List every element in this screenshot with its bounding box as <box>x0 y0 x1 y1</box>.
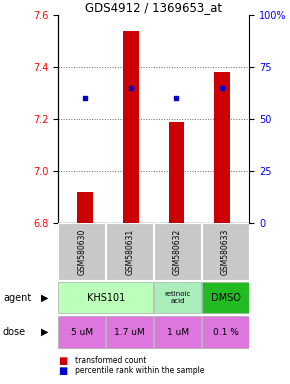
Text: GSM580631: GSM580631 <box>125 228 134 275</box>
Text: GSM580633: GSM580633 <box>221 228 230 275</box>
Bar <box>168 122 184 223</box>
Title: GDS4912 / 1369653_at: GDS4912 / 1369653_at <box>85 1 222 14</box>
Bar <box>59 223 105 280</box>
Text: 5 uM: 5 uM <box>71 328 93 337</box>
Text: agent: agent <box>3 293 31 303</box>
Text: 1.7 uM: 1.7 uM <box>114 328 145 337</box>
Bar <box>202 223 249 280</box>
Text: ■: ■ <box>58 366 67 376</box>
Text: ▶: ▶ <box>41 327 48 337</box>
Text: transformed count: transformed count <box>75 356 147 366</box>
Text: GSM580630: GSM580630 <box>77 228 86 275</box>
Text: DMSO: DMSO <box>211 293 240 303</box>
Bar <box>154 316 201 348</box>
Bar <box>154 282 201 313</box>
Bar <box>123 31 139 223</box>
Bar <box>214 73 230 223</box>
Text: 1 uM: 1 uM <box>166 328 189 337</box>
Bar <box>106 316 153 348</box>
Bar <box>106 223 153 280</box>
Text: ▶: ▶ <box>41 293 48 303</box>
Bar <box>154 223 201 280</box>
Text: retinoic
acid: retinoic acid <box>164 291 191 304</box>
Text: ■: ■ <box>58 356 67 366</box>
Text: 0.1 %: 0.1 % <box>213 328 238 337</box>
Text: percentile rank within the sample: percentile rank within the sample <box>75 366 205 375</box>
Bar <box>202 316 249 348</box>
Bar <box>77 192 93 223</box>
Bar <box>59 316 105 348</box>
Text: dose: dose <box>3 327 26 337</box>
Text: GSM580632: GSM580632 <box>173 228 182 275</box>
Text: KHS101: KHS101 <box>87 293 125 303</box>
Bar <box>202 282 249 313</box>
Bar <box>59 282 153 313</box>
